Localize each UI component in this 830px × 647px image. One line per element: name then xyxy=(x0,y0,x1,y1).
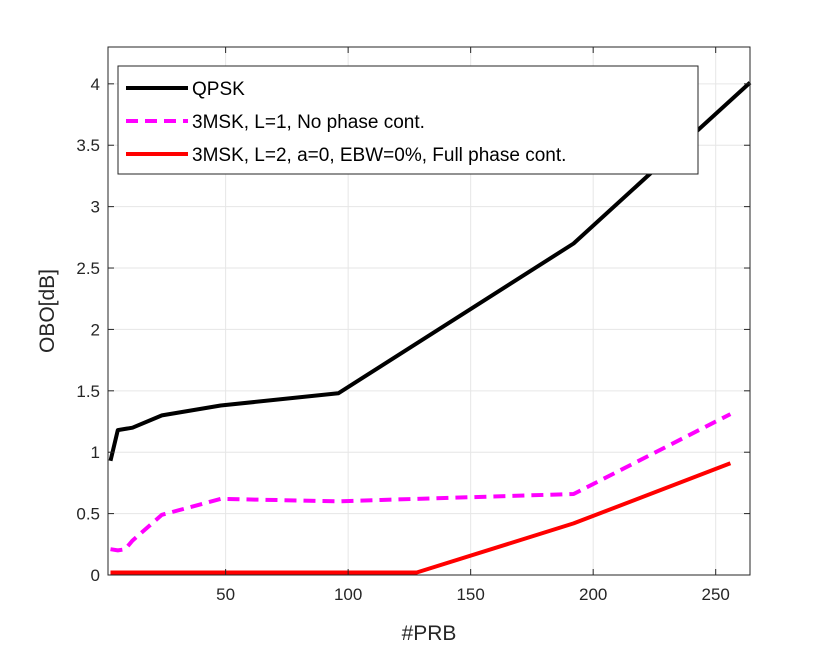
x-tick-label: 50 xyxy=(216,585,235,604)
legend-box xyxy=(117,65,699,175)
y-tick-label: 0.5 xyxy=(76,505,100,524)
x-axis-label: #PRB xyxy=(402,622,457,645)
y-tick-label: 3 xyxy=(91,198,100,217)
x-tick-label: 250 xyxy=(702,585,730,604)
legend-label: 3MSK, L=1, No phase cont. xyxy=(192,112,425,133)
y-tick-label: 0 xyxy=(91,566,100,585)
series-line xyxy=(108,81,752,462)
series-lines xyxy=(108,81,752,575)
legend-label: 3MSK, L=2, a=0, EBW=0%, Full phase cont. xyxy=(192,145,566,166)
legend-entries: QPSK 3MSK, L=1, No phase cont. 3MSK, L=2, … xyxy=(126,79,566,166)
series-line xyxy=(110,461,732,575)
y-tick-label: 3.5 xyxy=(76,136,100,155)
x-tick-label: 150 xyxy=(456,585,484,604)
y-tick-label: 1 xyxy=(91,443,100,462)
y-axis-ticks: 0 0.5 1 1.5 2 2.5 3 3.5 4 xyxy=(76,75,750,585)
y-tick-label: 2 xyxy=(91,320,100,339)
series-line xyxy=(110,412,732,553)
y-axis-label: OBO[dB] xyxy=(36,269,59,353)
y-tick-label: 2.5 xyxy=(76,259,100,278)
x-tick-label: 200 xyxy=(579,585,607,604)
legend: QPSK 3MSK, L=1, No phase cont. 3MSK, L=2, … xyxy=(117,65,699,175)
x-axis-ticks: 50 100 150 200 250 xyxy=(216,47,730,604)
y-tick-label: 1.5 xyxy=(76,382,100,401)
plot-frame xyxy=(107,46,751,576)
x-tick-label: 100 xyxy=(334,585,362,604)
legend-label: QPSK xyxy=(192,79,245,100)
axes xyxy=(107,46,751,576)
y-tick-label: 4 xyxy=(91,75,100,94)
